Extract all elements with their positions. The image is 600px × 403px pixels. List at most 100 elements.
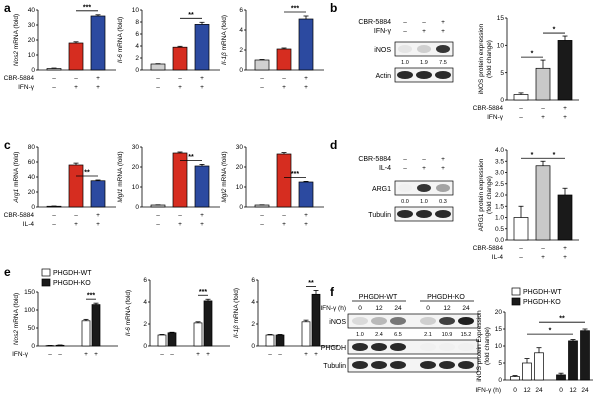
blot-band [458, 361, 474, 369]
bar [556, 374, 566, 381]
bar [167, 332, 177, 347]
y-axis-label: Arg1 mRNA (fold) [13, 152, 20, 204]
legend-label: PHGDH-WT [523, 289, 562, 296]
x-tick-label: 0 [559, 387, 563, 394]
y-tick-label: 4 [143, 299, 147, 306]
blot-band [416, 210, 432, 218]
panel-letter-a: a [4, 1, 11, 15]
x-axis-label: IFN-γ (h) [475, 387, 501, 394]
significance-label: ** [559, 316, 565, 323]
condition-sign: – [48, 351, 52, 358]
condition-sign: + [94, 351, 98, 358]
bar [254, 204, 270, 208]
y-tick-label: 6 [143, 277, 147, 284]
quantification-value: 0.3 [439, 199, 447, 205]
condition-sign: – [268, 351, 272, 358]
time-value: 0 [358, 305, 362, 312]
bar [557, 194, 573, 241]
y-tick-label: 2.5 [495, 181, 504, 188]
y-tick-label: 5 [498, 360, 502, 367]
blot-band [435, 210, 451, 218]
condition-sign: – [541, 245, 545, 252]
y-axis-label: Il-6 mRNA (fold) [117, 17, 124, 63]
y-axis-label: iNOS protein expression [478, 23, 485, 94]
panel-letter-e: e [4, 265, 11, 279]
blot-band [397, 210, 413, 218]
y-tick-label: 3.5 [495, 158, 504, 165]
blot-band [397, 71, 413, 79]
condition-sign: – [156, 212, 160, 219]
significance-label: * [531, 51, 534, 58]
condition-sign: – [178, 75, 182, 82]
y-tick-label: 4 [239, 27, 243, 34]
y-tick-label: 2.0 [495, 192, 504, 199]
blot-band [435, 71, 451, 79]
bar [68, 42, 84, 71]
y-tick-label: 4 [251, 299, 255, 306]
condition-sign: – [519, 114, 523, 121]
condition-sign: + [96, 84, 100, 91]
y-axis-label: ARG1 protein expression [478, 158, 485, 231]
bar [535, 165, 551, 241]
y-tick-label: 6 [239, 7, 243, 14]
condition-sign: – [403, 28, 407, 35]
bar [172, 152, 188, 208]
blot-band-label: Actin [375, 73, 391, 80]
y-tick-label: 0 [143, 343, 147, 350]
y-tick-label: 80 [28, 144, 36, 151]
condition-sign: + [304, 75, 308, 82]
bar [254, 59, 270, 71]
condition-sign: + [441, 165, 445, 172]
condition-sign: + [441, 28, 445, 35]
quantification-value: 1.0 [356, 332, 364, 338]
condition-sign: – [260, 221, 264, 228]
condition-sign: + [563, 254, 567, 261]
condition-sign: + [441, 19, 445, 26]
blot-band [398, 45, 412, 53]
condition-label: IL-4 [23, 221, 35, 228]
y-tick-label: 0 [239, 204, 243, 211]
x-tick-label: 0 [513, 387, 517, 394]
condition-label: IL-4 [492, 254, 504, 261]
significance-label: * [549, 328, 552, 335]
bar [535, 67, 551, 101]
condition-sign: + [74, 221, 78, 228]
time-value: 24 [462, 305, 470, 312]
y-tick-label: 15 [497, 15, 505, 22]
x-tick-label: 24 [535, 387, 543, 394]
condition-sign: + [96, 221, 100, 228]
condition-sign: – [260, 75, 264, 82]
condition-sign: – [403, 165, 407, 172]
blot-band [371, 343, 387, 351]
bar [90, 15, 106, 71]
bar [265, 334, 275, 347]
y-tick-label: 1.5 [495, 203, 504, 210]
bar [276, 48, 292, 71]
significance-label: ** [84, 170, 90, 177]
x-tick-label: 12 [523, 387, 531, 394]
y-tick-label: 30 [132, 144, 140, 151]
y-tick-label: 0 [251, 343, 255, 350]
y-tick-label: 6 [251, 277, 255, 284]
quantification-value: 2.1 [424, 332, 432, 338]
bar [580, 330, 590, 381]
blot-condition-label: IL-4 [379, 165, 391, 172]
y-tick-label: 40 [28, 7, 36, 14]
panel-letter-d: d [330, 138, 337, 152]
condition-sign: + [304, 212, 308, 219]
bar [568, 340, 578, 381]
y-tick-label: 4 [135, 43, 139, 50]
condition-sign: + [96, 212, 100, 219]
y-tick-label: 0 [500, 97, 504, 104]
bar [150, 204, 166, 208]
condition-sign: + [178, 84, 182, 91]
y-tick-label: 10 [132, 7, 140, 14]
y-tick-label: 20 [132, 164, 140, 171]
significance-label: *** [87, 293, 95, 300]
condition-sign: – [52, 75, 56, 82]
quantification-value: 10.9 [442, 332, 453, 338]
condition-sign: – [74, 75, 78, 82]
y-tick-label: 50 [28, 325, 36, 332]
x-tick-label: 24 [581, 387, 589, 394]
